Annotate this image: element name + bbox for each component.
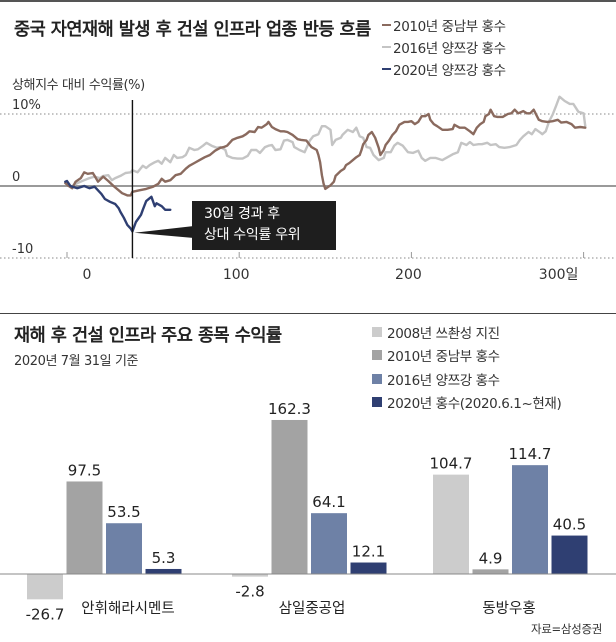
y-tick-label: 0	[12, 170, 20, 185]
bar-value-label: 5.3	[152, 549, 176, 567]
category-label: 삼일중공업	[279, 600, 346, 617]
legend-item-2010: 2010년 중남부 홍수	[382, 14, 506, 36]
category-label: 안휘해라시멘트	[81, 600, 174, 617]
bar-value-label: 104.7	[430, 455, 473, 473]
x-tick-label: 300일	[539, 267, 579, 283]
legend-label-2020b: 2020년 홍수(2020.6.1~현재)	[387, 396, 562, 413]
bar-chart-legend: 2008년 쓰촨성 지진 2010년 중남부 홍수 2016년 양쯔강 홍수 2…	[372, 320, 562, 415]
bar-chart-subtitle: 2020년 7월 31일 기준	[14, 354, 139, 369]
series-line-2020	[64, 179, 172, 233]
bar-0-0	[27, 574, 63, 600]
bar-value-label: 64.1	[312, 493, 345, 511]
x-tick-label: 200	[395, 267, 422, 283]
series-line-2016	[71, 95, 587, 188]
legend-item-2016-flood: 2016년 양쯔강 홍수	[372, 367, 561, 391]
bar-value-label: 53.5	[107, 503, 140, 521]
bar-value-label: -26.7	[26, 605, 65, 623]
bar-value-label: 12.1	[352, 543, 385, 561]
legend-swatch-2016b	[372, 373, 382, 384]
bar-value-label: -2.8	[235, 583, 264, 601]
annotation-line-2: 상대 수익률 우위	[204, 227, 301, 243]
bar-value-label: 114.7	[509, 445, 552, 463]
section-divider	[0, 313, 616, 314]
annotation-line-1: 30일 경과 후	[204, 206, 280, 222]
line-chart: -10 0 10% 0 100 200 300일	[0, 95, 616, 283]
legend-label-2010b: 2010년 중남부 홍수	[387, 349, 500, 366]
bar-chart: -26.7 97.5 53.5 5.3 -2.8 162.3 64.1 12.1 104.7 4.…	[0, 400, 616, 623]
legend-label-2016: 2016년 양쯔강 홍수	[393, 41, 506, 57]
y-tick-label: -10	[12, 242, 33, 257]
bar-2-0	[433, 474, 469, 574]
legend-swatch-2020	[382, 68, 391, 70]
legend-item-2020-flood: 2020년 홍수(2020.6.1~현재)	[372, 391, 562, 415]
bar-1-1	[271, 419, 308, 574]
legend-swatch-2020b	[372, 397, 382, 408]
bar-2-3	[551, 535, 588, 574]
category-label: 동방우홍	[482, 600, 535, 617]
annotation-pointer	[134, 226, 194, 238]
legend-item-2010-flood: 2010년 중남부 홍수	[372, 344, 561, 368]
line-chart-legend: 2010년 중남부 홍수 2016년 양쯔강 홍수 2020년 양쯔강 홍수	[382, 14, 506, 80]
bar-0-2	[106, 523, 142, 574]
top-border	[0, 0, 616, 2]
bar-1-2	[311, 513, 347, 574]
legend-item-2008-quake: 2008년 쓰촨성 지진	[372, 320, 561, 344]
legend-swatch-2010	[382, 24, 391, 26]
x-tick-label: 100	[223, 267, 250, 283]
annotation-callout: 30일 경과 후 상대 수익률 우위	[192, 201, 336, 250]
series-line-2010	[64, 108, 587, 197]
x-tick-label: 0	[83, 267, 92, 283]
legend-swatch-2010b	[372, 350, 382, 361]
bar-0-1	[66, 481, 103, 574]
source-note: 자료=삼성증권	[530, 622, 602, 636]
legend-item-2020: 2020년 양쯔강 홍수	[382, 58, 506, 80]
bar-1-3	[350, 562, 387, 574]
line-chart-y-axis-label: 상해지수 대비 수익률(%)	[12, 78, 145, 93]
legend-label-2010: 2010년 중남부 홍수	[393, 19, 506, 35]
y-tick-label: 10%	[12, 98, 41, 113]
legend-item-2016: 2016년 양쯔강 홍수	[382, 36, 506, 58]
line-chart-title: 중국 자연재해 발생 후 건설 인프라 업종 반등 흐름	[14, 20, 371, 40]
bar-value-label: 162.3	[268, 400, 311, 418]
bar-value-label: 40.5	[553, 516, 586, 534]
bar-2-1	[472, 569, 509, 574]
bar-1-0	[232, 574, 268, 577]
legend-label-2020: 2020년 양쯔강 홍수	[393, 63, 506, 79]
bar-2-2	[512, 465, 548, 574]
legend-label-2008: 2008년 쓰촨성 지진	[387, 325, 500, 342]
bar-value-label: 4.9	[479, 549, 503, 567]
bar-0-3	[145, 568, 182, 574]
legend-swatch-2016	[382, 46, 391, 48]
legend-label-2016b: 2016년 양쯔강 홍수	[387, 372, 500, 389]
bar-chart-title: 재해 후 건설 인프라 주요 종목 수익률	[14, 326, 282, 346]
bar-value-label: 97.5	[68, 461, 101, 479]
legend-swatch-2008	[372, 326, 382, 337]
